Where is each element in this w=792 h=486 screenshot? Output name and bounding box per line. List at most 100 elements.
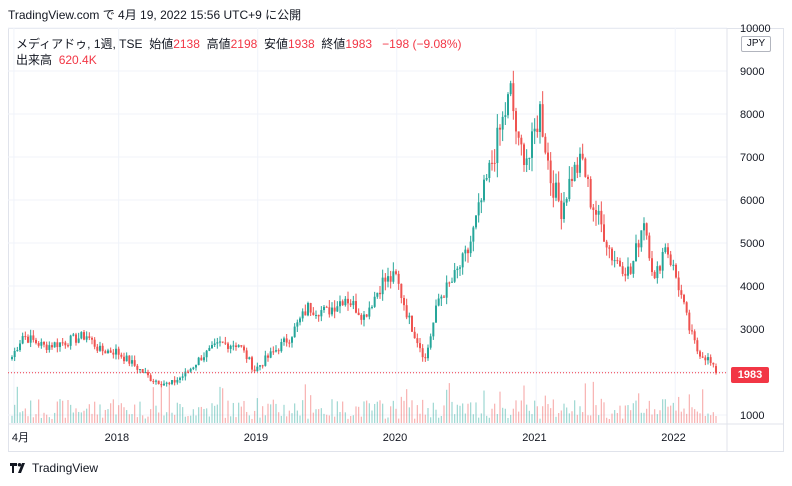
candle-body bbox=[437, 298, 440, 306]
volume-bar bbox=[19, 412, 21, 423]
price-tick-label: 9000 bbox=[740, 66, 764, 78]
volume-bar bbox=[587, 415, 589, 423]
candle-body bbox=[357, 312, 360, 316]
candle-body bbox=[645, 223, 648, 236]
candle-body bbox=[104, 351, 107, 354]
candle-body bbox=[405, 305, 408, 318]
volume-bar bbox=[302, 400, 304, 423]
candle-body bbox=[173, 380, 176, 383]
volume-bar bbox=[67, 400, 69, 423]
candle-body bbox=[611, 248, 613, 261]
candle-body bbox=[72, 334, 75, 336]
candle-body bbox=[365, 314, 368, 317]
volume-bar bbox=[702, 389, 704, 423]
candle-body bbox=[360, 315, 363, 320]
footer-brand[interactable]: TradingView bbox=[10, 461, 98, 475]
candle-body bbox=[267, 355, 269, 358]
candle-body bbox=[509, 83, 512, 95]
candle-body bbox=[403, 298, 405, 306]
candle-body bbox=[643, 223, 645, 231]
volume-bar bbox=[355, 406, 357, 423]
candle-body bbox=[200, 357, 203, 361]
volume-bar bbox=[494, 403, 496, 423]
candle-body bbox=[67, 345, 69, 347]
candle-body bbox=[355, 301, 357, 313]
volume-bar bbox=[603, 402, 605, 423]
symbol-label[interactable]: メディアドゥ, 1週, TSE bbox=[16, 37, 143, 51]
candle-body bbox=[520, 137, 523, 145]
volume-bar bbox=[150, 409, 152, 423]
volume-bar bbox=[392, 400, 394, 423]
candle-body bbox=[621, 266, 624, 274]
time-axis[interactable]: 4月 2018 2019 2020 2021 2022 bbox=[12, 432, 686, 444]
candle-body bbox=[579, 153, 581, 173]
candle-body bbox=[552, 183, 555, 198]
volume-bar bbox=[280, 415, 282, 423]
volume-bar bbox=[35, 414, 37, 423]
candle-body bbox=[392, 271, 395, 282]
volume-bar bbox=[672, 402, 674, 423]
candle-body bbox=[75, 334, 77, 343]
volume-bar bbox=[296, 410, 298, 423]
candle-body bbox=[675, 264, 677, 278]
volume-bar bbox=[515, 400, 517, 423]
candle-body bbox=[533, 128, 536, 132]
candle-body bbox=[397, 273, 400, 284]
volume-bar bbox=[115, 414, 117, 423]
volume-bar bbox=[384, 418, 386, 423]
candle-body bbox=[53, 342, 56, 348]
candle-body bbox=[144, 372, 147, 374]
candle-body bbox=[341, 301, 344, 306]
price-tick-label: 5000 bbox=[740, 238, 764, 250]
candle-body bbox=[155, 380, 157, 382]
volume-value: 620.4K bbox=[58, 53, 97, 67]
candle-body bbox=[323, 306, 325, 311]
volume-bar bbox=[438, 417, 440, 423]
candle-body bbox=[160, 384, 163, 386]
candle-body bbox=[512, 83, 515, 112]
volume-bar bbox=[371, 410, 373, 423]
candle-body bbox=[637, 243, 640, 248]
candle-body bbox=[672, 264, 675, 266]
candle-body bbox=[107, 350, 109, 354]
candle-body bbox=[179, 377, 181, 380]
candle-body bbox=[283, 338, 285, 342]
volume-bar bbox=[235, 417, 237, 423]
candle-body bbox=[77, 338, 80, 343]
candle-body bbox=[528, 157, 531, 159]
volume-bars bbox=[11, 381, 717, 423]
volume-bar bbox=[38, 399, 40, 423]
candle-body bbox=[259, 365, 261, 367]
candle-body bbox=[616, 260, 619, 262]
volume-bar bbox=[75, 408, 77, 423]
volume-bar bbox=[544, 395, 546, 423]
candle-body bbox=[379, 292, 381, 295]
candle-body bbox=[235, 345, 237, 347]
volume-bar bbox=[635, 400, 637, 423]
volume-bar bbox=[374, 403, 376, 423]
close-label: 終値 bbox=[321, 37, 346, 51]
volume-bar bbox=[134, 404, 136, 423]
volume-bar bbox=[238, 402, 240, 423]
volume-bar bbox=[403, 400, 405, 423]
candle-body bbox=[253, 369, 256, 371]
candle-body bbox=[387, 276, 389, 282]
volume-bar bbox=[712, 412, 714, 423]
volume-bar bbox=[275, 403, 277, 423]
candle-body bbox=[419, 343, 421, 349]
volume-bar bbox=[387, 417, 389, 423]
volume-bar bbox=[616, 412, 618, 423]
volume-bar bbox=[174, 414, 176, 423]
volume-bar bbox=[414, 418, 416, 423]
volume-bar bbox=[592, 381, 594, 423]
price-axis[interactable]: 1000200030004000500060007000800090001000… bbox=[740, 23, 771, 422]
volume-bar bbox=[614, 410, 616, 423]
candle-body bbox=[269, 351, 272, 358]
candle-body bbox=[56, 342, 59, 348]
candle-body bbox=[165, 382, 168, 384]
volume-bar bbox=[315, 409, 317, 423]
currency-button[interactable]: JPY bbox=[741, 36, 771, 52]
volume-bar bbox=[715, 416, 717, 423]
candle-body bbox=[344, 298, 347, 306]
